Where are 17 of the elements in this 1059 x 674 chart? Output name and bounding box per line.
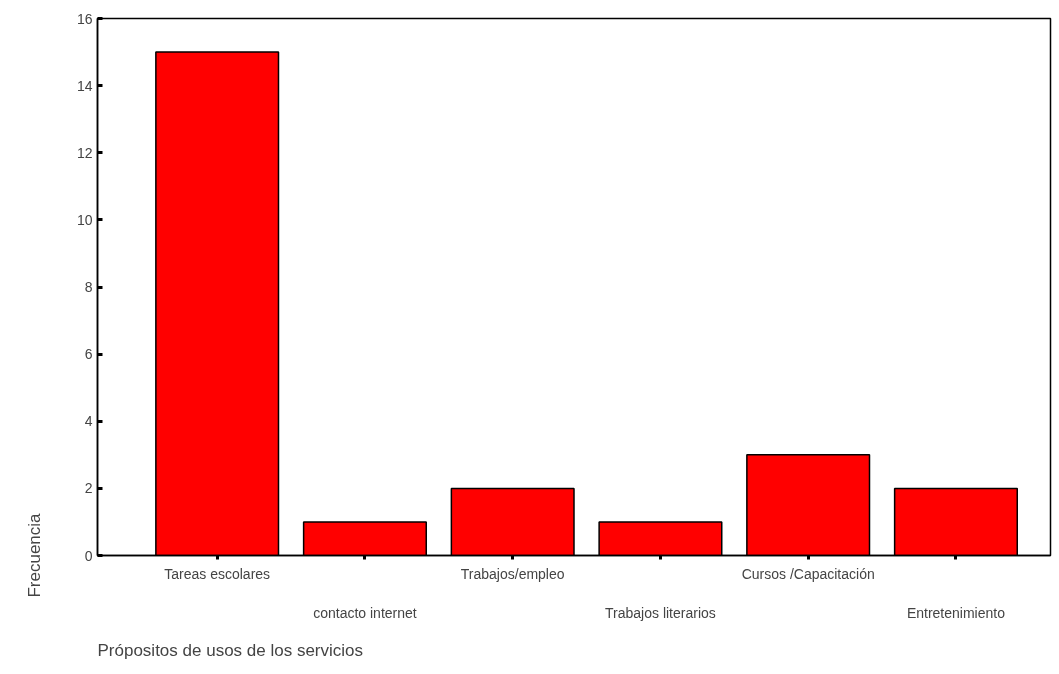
y-axis-title: Frecuencia xyxy=(24,512,44,598)
y-tick-label: 6 xyxy=(84,346,93,363)
x-tick-label: Trabajos/empleo xyxy=(460,565,565,582)
x-axis-title: Própositos de usos de los servicios xyxy=(97,640,364,660)
y-tick-label: 14 xyxy=(76,77,93,94)
y-tick-label: 0 xyxy=(84,547,93,564)
y-tick-label: 12 xyxy=(76,144,93,161)
y-tick-label: 4 xyxy=(84,413,93,430)
x-tick-label: Tareas escolares xyxy=(164,565,271,582)
x-tick-label: contacto internet xyxy=(313,604,417,621)
x-tick-label: Cursos /Capacitación xyxy=(741,565,875,582)
y-tick-label: 10 xyxy=(76,211,93,228)
y-tick-label: 8 xyxy=(84,279,93,295)
x-tick-label: Entretenimiento xyxy=(906,604,1006,621)
y-tick-label: 2 xyxy=(84,480,93,497)
x-tick-label: Trabajos literarios xyxy=(605,604,716,621)
y-tick-label: 16 xyxy=(76,10,93,27)
